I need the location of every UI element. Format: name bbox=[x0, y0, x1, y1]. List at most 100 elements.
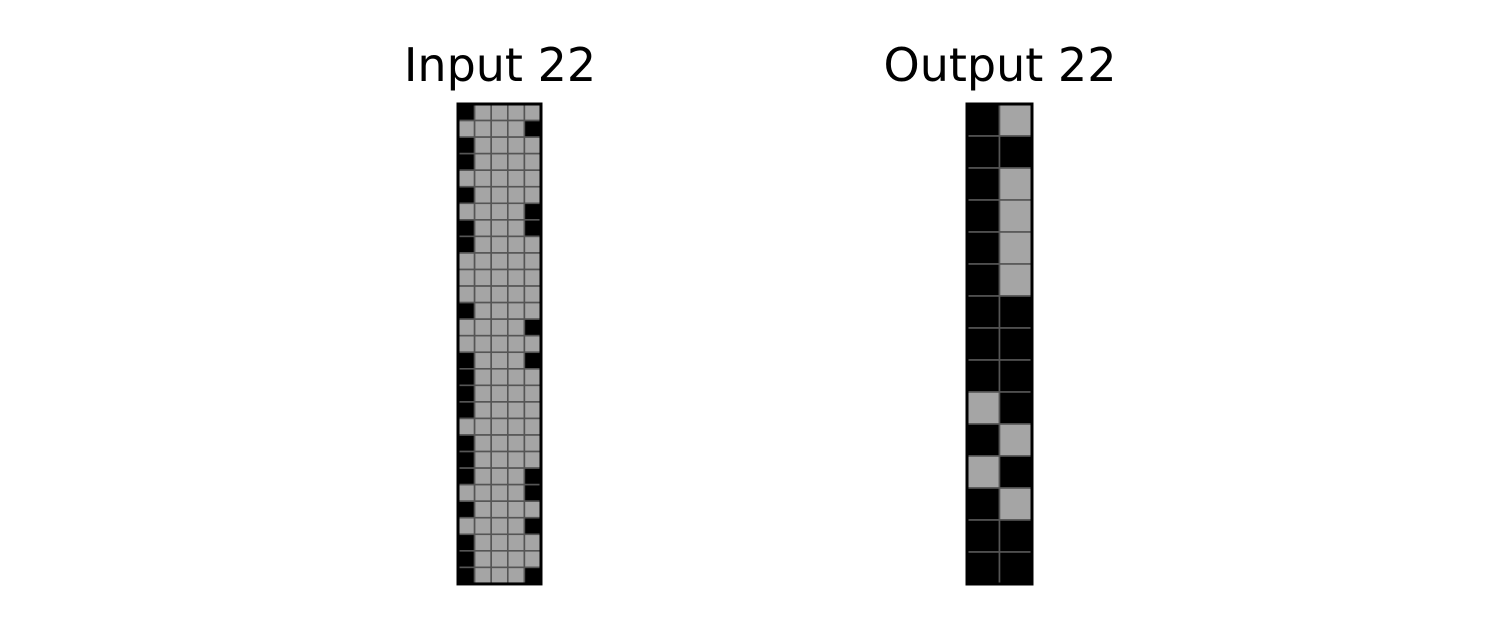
input-grid-cell bbox=[506, 169, 526, 188]
input-grid-cell bbox=[523, 169, 542, 188]
output-grid-cell bbox=[998, 135, 1033, 169]
input-grid-cell bbox=[523, 533, 542, 552]
output-grid-cell bbox=[966, 263, 1001, 297]
input-grid-cell bbox=[523, 202, 542, 221]
input-grid-cell bbox=[506, 103, 526, 122]
input-grid-cell bbox=[473, 268, 493, 287]
output-grid-cell bbox=[998, 519, 1033, 553]
input-grid-cell bbox=[506, 268, 526, 287]
input-grid-cell bbox=[457, 533, 476, 552]
input-grid-cell bbox=[457, 202, 476, 221]
input-grid-cell bbox=[473, 483, 493, 502]
input-grid-cell bbox=[506, 401, 526, 420]
input-grid-cell bbox=[473, 202, 493, 221]
input-grid-cell bbox=[457, 483, 476, 502]
input-grid-cell bbox=[506, 202, 526, 221]
input-grid-cell bbox=[473, 301, 493, 320]
input-grid-cell bbox=[473, 516, 493, 536]
output-grid-cell bbox=[998, 231, 1033, 265]
input-grid-cell bbox=[506, 235, 526, 254]
input-grid-cell bbox=[473, 533, 493, 552]
input-grid-cell bbox=[506, 533, 526, 552]
input-grid-cell bbox=[490, 318, 509, 337]
input-grid-cell bbox=[523, 252, 542, 271]
input-grid-cell bbox=[457, 285, 476, 304]
input-grid-cell bbox=[473, 550, 493, 569]
input-grid-cell bbox=[457, 434, 476, 453]
input-grid-cell bbox=[490, 516, 509, 536]
input-grid-cell bbox=[506, 384, 526, 403]
input-grid-cell bbox=[490, 367, 509, 387]
output-grid-cell bbox=[966, 327, 1001, 361]
input-grid-cell bbox=[523, 119, 542, 138]
input-grid-cell bbox=[473, 401, 493, 420]
output-grid-cell bbox=[998, 295, 1033, 329]
input-grid-cell bbox=[506, 351, 526, 370]
output-grid-cell bbox=[998, 423, 1033, 457]
input-grid-cell bbox=[457, 103, 476, 122]
input-grid-cell bbox=[523, 500, 542, 519]
input-grid-cell bbox=[457, 219, 476, 238]
input-grid-cell bbox=[490, 301, 509, 320]
input-grid-cell bbox=[490, 450, 509, 469]
input-grid-cell bbox=[506, 434, 526, 453]
input-grid-cell bbox=[457, 351, 476, 370]
input-grid-cell bbox=[506, 119, 526, 138]
input-grid-cell bbox=[457, 301, 476, 320]
input-grid-cell bbox=[490, 401, 509, 420]
input-grid-cell bbox=[506, 450, 526, 469]
input-title: Input 22 bbox=[403, 38, 597, 92]
input-grid bbox=[456, 102, 543, 586]
input-grid-cell bbox=[523, 367, 542, 387]
input-grid-cell bbox=[523, 384, 542, 403]
input-grid-cell bbox=[490, 285, 509, 304]
output-grid-cell bbox=[966, 167, 1001, 201]
input-grid-cell bbox=[490, 185, 509, 205]
input-grid-cell bbox=[490, 417, 509, 436]
input-grid-cell bbox=[490, 202, 509, 221]
input-grid-cell bbox=[490, 152, 509, 171]
input-grid-cell bbox=[457, 500, 476, 519]
input-grid-cell bbox=[457, 185, 476, 205]
input-grid-cell bbox=[506, 334, 526, 354]
input-grid-cell bbox=[506, 483, 526, 502]
output-grid-cell bbox=[966, 295, 1001, 329]
input-grid-cell bbox=[490, 334, 509, 354]
input-grid-cell bbox=[457, 318, 476, 337]
input-grid-cell bbox=[506, 550, 526, 569]
input-grid-cell bbox=[523, 318, 542, 337]
input-grid-cell bbox=[457, 235, 476, 254]
input-grid-cell bbox=[457, 384, 476, 403]
input-grid-cell bbox=[523, 219, 542, 238]
input-grid-cell bbox=[473, 252, 493, 271]
input-grid-cell bbox=[523, 103, 542, 122]
input-grid-cell bbox=[506, 252, 526, 271]
input-grid-cell bbox=[490, 566, 509, 585]
output-grid-cell bbox=[998, 199, 1033, 233]
input-grid-cell bbox=[506, 301, 526, 320]
input-grid-cell bbox=[457, 334, 476, 354]
input-grid-cell bbox=[490, 119, 509, 138]
input-grid-cell bbox=[523, 566, 542, 585]
input-grid-cell bbox=[473, 467, 493, 486]
input-grid-cell bbox=[473, 417, 493, 436]
input-grid-cell bbox=[457, 169, 476, 188]
input-grid-cell bbox=[523, 434, 542, 453]
input-grid-cell bbox=[523, 185, 542, 205]
input-grid-cell bbox=[457, 401, 476, 420]
input-grid-cell bbox=[457, 367, 476, 387]
input-grid-cell bbox=[457, 252, 476, 271]
input-grid-cell bbox=[457, 467, 476, 486]
input-grid-cell bbox=[490, 533, 509, 552]
output-grid-cell bbox=[966, 519, 1001, 553]
input-grid-cell bbox=[490, 467, 509, 486]
output-grid-cells bbox=[966, 103, 1033, 585]
input-grid-cell bbox=[506, 516, 526, 536]
output-grid-cell bbox=[998, 327, 1033, 361]
input-grid-cell bbox=[523, 467, 542, 486]
input-grid-cell bbox=[473, 351, 493, 370]
input-grid-cell bbox=[490, 483, 509, 502]
output-grid-cell bbox=[966, 423, 1001, 457]
input-grid-cell bbox=[473, 434, 493, 453]
output-grid-cell bbox=[966, 455, 1001, 489]
